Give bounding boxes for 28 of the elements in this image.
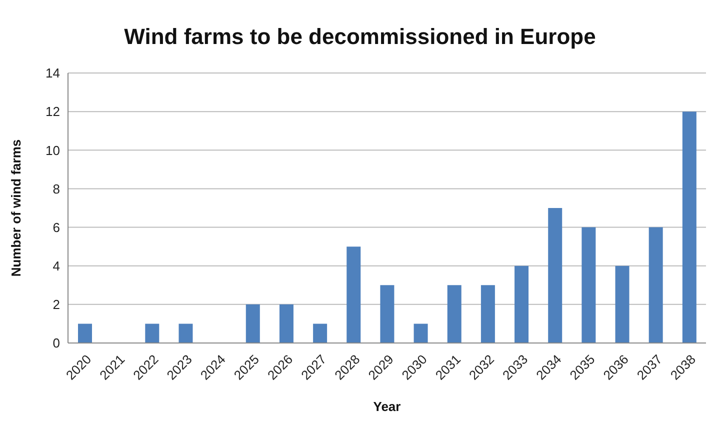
bar xyxy=(447,285,462,343)
y-tick-label: 14 xyxy=(46,66,60,81)
y-tick-label: 6 xyxy=(52,220,60,235)
bar xyxy=(178,324,193,343)
bar xyxy=(615,266,630,343)
bar xyxy=(313,324,328,343)
bar xyxy=(246,304,260,343)
chart-title: Wind farms to be decommissioned in Europe xyxy=(123,24,597,50)
y-axis-title: Number of wind farms xyxy=(8,139,24,277)
bar xyxy=(145,324,160,343)
bar xyxy=(682,112,696,343)
bar xyxy=(346,246,361,343)
bar xyxy=(648,227,663,343)
y-tick-label: 4 xyxy=(52,258,60,274)
bar xyxy=(279,304,294,343)
y-tick-label: 0 xyxy=(52,336,60,351)
bar xyxy=(548,208,562,343)
bar xyxy=(380,285,394,343)
y-tick-label: 2 xyxy=(52,297,60,312)
x-axis-title: Year xyxy=(373,399,401,414)
bar xyxy=(480,285,495,343)
bar xyxy=(414,324,428,343)
bar xyxy=(582,227,596,343)
y-tick-label: 8 xyxy=(52,181,60,196)
bar xyxy=(514,266,529,343)
y-tick-label: 10 xyxy=(46,142,60,158)
y-tick-label: 12 xyxy=(46,104,60,120)
bar xyxy=(78,324,92,343)
